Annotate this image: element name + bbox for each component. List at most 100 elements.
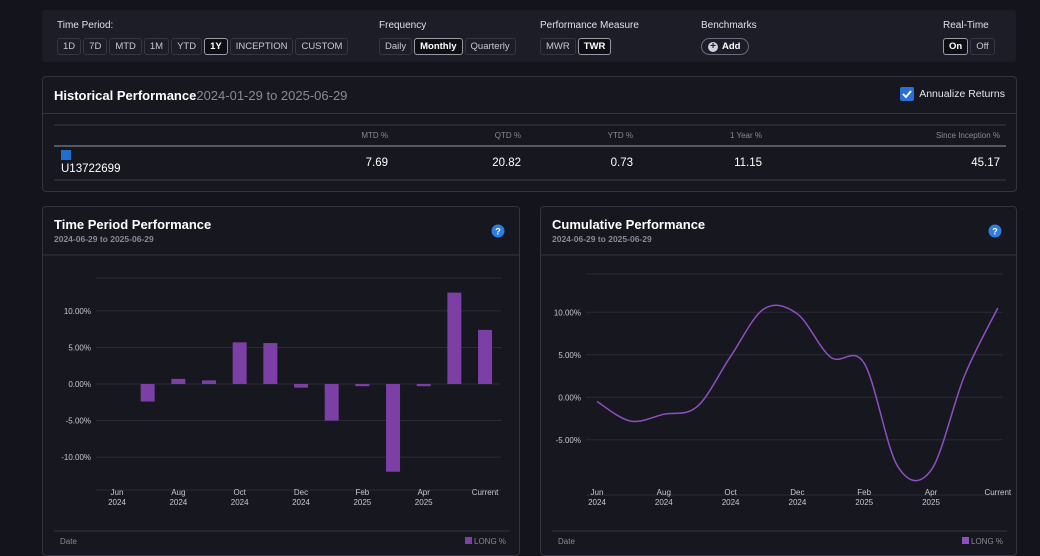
checkbox[interactable]	[900, 87, 915, 101]
bar	[416, 384, 431, 387]
bar	[355, 384, 370, 387]
x-tick-label: Dec	[790, 488, 804, 497]
filter-group: Time Period: 1D 7D MTD 1M YTD 1Y INCEPTION CUSTO…	[57, 20, 349, 55]
help-glyph: ?	[992, 227, 998, 237]
option-button[interactable]: INCEPTION	[229, 38, 294, 55]
x-tick-label: 2024	[292, 498, 310, 507]
bar	[263, 343, 278, 384]
filter-group: Real-Time On Off	[943, 20, 995, 55]
chart-title: Cumulative Performance	[552, 217, 705, 232]
chart-subtitle: 2024-06-29 to 2025-06-29	[552, 234, 652, 244]
annualize-label: Annualize Returns	[919, 88, 1005, 100]
option-button[interactable]: 7D	[83, 38, 108, 55]
button-row: Daily Monthly Quarterly	[379, 38, 516, 55]
bar	[478, 329, 493, 384]
help-icon[interactable]	[988, 224, 1002, 238]
column-header: 1 Year %	[730, 131, 762, 140]
page: Time Period: 1D 7D MTD 1M YTD 1Y INCEPTION CUSTO…	[42, 10, 1017, 556]
title: Historical Performance	[54, 88, 197, 103]
x-tick-label: 2024	[789, 498, 807, 507]
x-tick-label: 2024	[588, 498, 606, 507]
x-tick-label: Aug	[657, 488, 671, 497]
cell-value: 11.15	[734, 157, 762, 169]
y-tick-label: 10.00%	[64, 307, 91, 316]
y-tick-label: 0.00%	[558, 393, 581, 402]
check-icon	[902, 90, 912, 99]
option-button[interactable]: Off	[970, 38, 995, 55]
annualize[interactable]: Annualize Returns	[900, 87, 1005, 101]
option-button[interactable]: CUSTOM	[295, 38, 349, 55]
cell-value: 45.17	[971, 157, 1000, 169]
chart-panel: Cumulative Performance 2024-06-29 to 2025…	[540, 206, 1017, 556]
column-header: YTD %	[608, 131, 633, 140]
y-tick-label: 10.00%	[554, 308, 581, 317]
help-icon[interactable]	[491, 224, 505, 238]
cell-value: 0.73	[611, 157, 633, 169]
option-button[interactable]: MWR	[540, 38, 576, 55]
y-tick-label: 5.00%	[68, 343, 91, 352]
legend-swatch	[962, 537, 969, 544]
performance-table: MTD % QTD % YTD % 1 Year % Since Inception %…	[54, 124, 1006, 181]
option-button[interactable]: MTD	[109, 38, 142, 55]
x-tick-label: Current	[472, 488, 499, 497]
chart-subtitle: 2024-06-29 to 2025-06-29	[54, 234, 154, 244]
filter-label: Time Period:	[57, 20, 114, 31]
bar	[386, 384, 401, 472]
chart-title: Time Period Performance	[54, 217, 211, 232]
filter-label: Frequency	[379, 20, 427, 31]
button-row: + Add	[701, 38, 757, 55]
filter-label: Real-Time	[943, 20, 989, 31]
x-tick-label: Feb	[355, 488, 369, 497]
option-button[interactable]: TWR	[577, 38, 612, 55]
chart: Time Period Performance 2024-06-29 to 202…	[43, 217, 519, 546]
cell-value: 7.69	[366, 157, 388, 169]
button-row: On Off	[943, 38, 995, 55]
y-tick-label: 5.00%	[558, 351, 581, 360]
x-tick-label: 2024	[169, 498, 187, 507]
filter-bar: Time Period: 1D 7D MTD 1M YTD 1Y INCEPTION CUSTO…	[42, 10, 1016, 62]
y-tick-label: -5.00%	[556, 436, 581, 445]
bar	[171, 378, 186, 384]
x-tick-label: 2024	[108, 498, 126, 507]
x-tick-label: Apr	[925, 488, 938, 497]
option-button[interactable]: On	[943, 38, 969, 55]
historical-panel: Historical Performance2024-01-29 to 2025…	[42, 76, 1017, 192]
x-tick-label: Current	[984, 488, 1011, 497]
option-button[interactable]: YTD	[171, 38, 203, 55]
filter-label: Performance Measure	[540, 20, 639, 31]
column-header: Since Inception %	[936, 131, 1000, 140]
x-tick-label: 2024	[655, 498, 673, 507]
x-tick-label: 2024	[231, 498, 249, 507]
cell-value: 20.82	[492, 157, 521, 169]
option-button[interactable]: 1D	[57, 38, 82, 55]
x-tick-label: Dec	[294, 488, 308, 497]
account-color	[61, 150, 71, 160]
add-button[interactable]: + Add	[701, 38, 750, 55]
option-button[interactable]: Daily	[379, 38, 413, 55]
bar	[140, 384, 155, 402]
bar	[324, 384, 339, 421]
chart-panel: Time Period Performance 2024-06-29 to 202…	[42, 206, 520, 556]
divider	[43, 113, 1016, 114]
option-button[interactable]: 1M	[143, 38, 170, 55]
help-glyph: ?	[495, 227, 501, 237]
bar	[294, 384, 309, 388]
option-button[interactable]: Monthly	[414, 38, 463, 55]
legend-swatch	[465, 537, 472, 544]
date-range: 2024-01-29 to 2025-06-29	[196, 88, 348, 103]
filter-group: Performance Measure MWR TWR	[540, 20, 639, 55]
y-tick-label: -10.00%	[61, 453, 91, 462]
x-tick-label: 2025	[415, 498, 433, 507]
option-button[interactable]: 1Y	[204, 38, 228, 55]
filter-label: Benchmarks	[701, 20, 757, 31]
button-row: 1D 7D MTD 1M YTD 1Y INCEPTION CUSTOM	[57, 38, 349, 55]
y-tick-label: -5.00%	[66, 417, 91, 426]
x-tick-label: Jun	[111, 488, 124, 497]
option-button[interactable]: Quarterly	[464, 38, 516, 55]
hist-title: Historical Performance2024-01-29 to 2025…	[54, 88, 347, 103]
x-tick-label: Oct	[233, 488, 246, 497]
x-tick-label: Jun	[591, 488, 604, 497]
plus-icon: +	[708, 41, 718, 52]
x-tick-label: Apr	[417, 488, 430, 497]
bar	[447, 292, 462, 384]
